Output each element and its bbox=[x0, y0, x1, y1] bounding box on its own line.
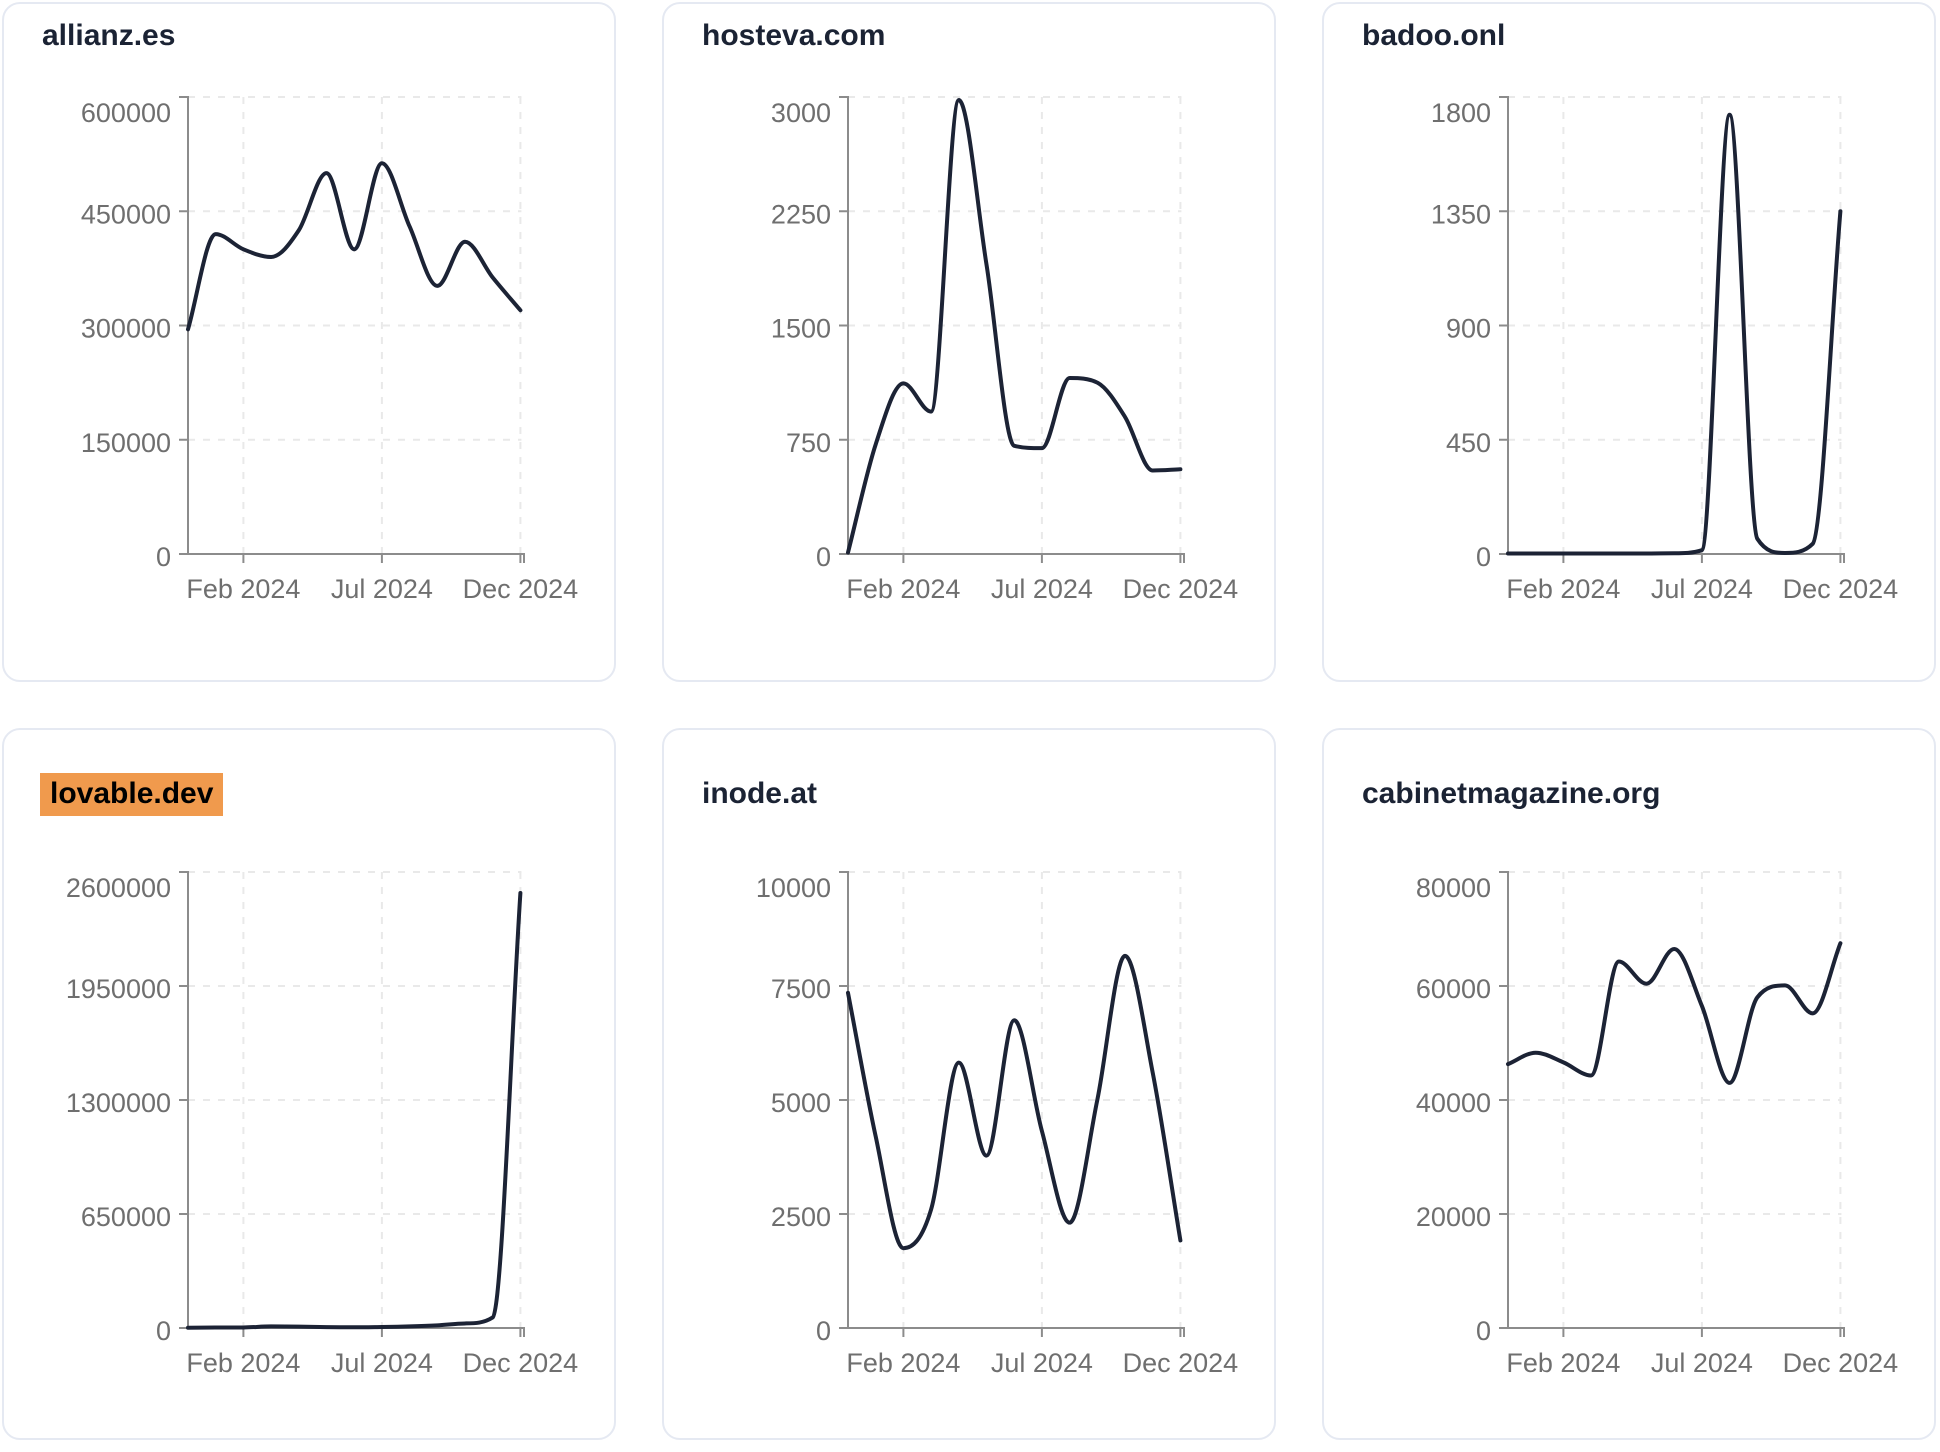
axis bbox=[839, 871, 1185, 1337]
chart-title[interactable]: inode.at bbox=[702, 776, 817, 812]
x-tick-label: Jul 2024 bbox=[991, 574, 1093, 604]
y-tick-label: 450 bbox=[1446, 428, 1491, 458]
y-tick-label: 300000 bbox=[81, 314, 171, 344]
x-tick-label: Dec 2024 bbox=[1123, 574, 1239, 604]
tick-labels: 0 2500 5000 7500 10000 Feb 2024 Jul 2024 Dec 20… bbox=[756, 873, 1238, 1378]
y-tick-label: 1350 bbox=[1431, 199, 1491, 229]
x-tick-label: Feb 2024 bbox=[186, 1348, 300, 1378]
axis bbox=[1499, 871, 1845, 1337]
y-tick-label: 0 bbox=[816, 1316, 831, 1346]
gridlines bbox=[1508, 871, 1842, 1328]
y-tick-label: 0 bbox=[1476, 542, 1491, 572]
x-tick-label: Jul 2024 bbox=[331, 1348, 433, 1378]
y-tick-label: 1300000 bbox=[66, 1088, 171, 1118]
chart-card: cabinetmagazine.org 0 20000 40000 60000 8000… bbox=[1322, 728, 1936, 1440]
y-tick-label: 150000 bbox=[81, 428, 171, 458]
y-tick-label: 80000 bbox=[1416, 873, 1491, 903]
chart-title[interactable]: hosteva.com bbox=[702, 18, 885, 54]
chart-card: lovable.dev 0 650000 1300000 1950000 2600000… bbox=[2, 728, 616, 1440]
y-tick-label: 600000 bbox=[81, 98, 171, 128]
y-tick-label: 2250 bbox=[771, 199, 831, 229]
domain-name: inode.at bbox=[702, 777, 818, 810]
chart-card: hosteva.com 0 750 1500 2250 3000 Feb 2024 Jul … bbox=[662, 2, 1276, 682]
y-tick-label: 5000 bbox=[771, 1088, 831, 1118]
x-tick-label: Dec 2024 bbox=[1123, 1348, 1239, 1378]
axis bbox=[1499, 96, 1845, 563]
x-tick-label: Dec 2024 bbox=[463, 1348, 579, 1378]
x-tick-label: Jul 2024 bbox=[1651, 1348, 1753, 1378]
gridlines bbox=[848, 871, 1182, 1328]
y-tick-label: 1800 bbox=[1431, 98, 1491, 128]
y-tick-label: 0 bbox=[156, 542, 171, 572]
y-tick-label: 20000 bbox=[1416, 1202, 1491, 1232]
y-tick-label: 60000 bbox=[1416, 974, 1491, 1004]
domain-name: badoo.onl bbox=[1362, 19, 1506, 52]
gridlines bbox=[188, 871, 522, 1328]
x-tick-label: Feb 2024 bbox=[186, 574, 300, 604]
gridlines bbox=[188, 96, 522, 554]
tick-labels: 0 20000 40000 60000 80000 Feb 2024 Jul 2024 Dec… bbox=[1416, 873, 1898, 1378]
series-line bbox=[846, 953, 1183, 1251]
chart-title[interactable]: badoo.onl bbox=[1362, 18, 1505, 54]
y-tick-label: 3000 bbox=[771, 98, 831, 128]
gridlines bbox=[1508, 96, 1842, 554]
tick-labels: 0 450 900 1350 1800 Feb 2024 Jul 2024 Dec 2024 bbox=[1431, 98, 1898, 604]
domain-name: allianz.es bbox=[42, 19, 176, 52]
series-line bbox=[186, 161, 523, 332]
x-tick-label: Dec 2024 bbox=[1783, 1348, 1899, 1378]
y-tick-label: 650000 bbox=[81, 1202, 171, 1232]
chart-title[interactable]: allianz.es bbox=[42, 18, 175, 54]
x-tick-label: Jul 2024 bbox=[1651, 574, 1753, 604]
chart-canvas: 0 650000 1300000 1950000 2600000 Feb 2024 Jul … bbox=[66, 871, 578, 1378]
x-tick-label: Dec 2024 bbox=[1783, 574, 1899, 604]
domain-name: hosteva.com bbox=[702, 19, 886, 52]
y-tick-label: 7500 bbox=[771, 974, 831, 1004]
series-line bbox=[1506, 941, 1843, 1085]
tick-labels: 0 750 1500 2250 3000 Feb 2024 Jul 2024 Dec 2024 bbox=[771, 98, 1238, 604]
tick-labels: 0 150000 300000 450000 600000 Feb 2024 Jul 202… bbox=[81, 98, 578, 604]
y-tick-label: 10000 bbox=[756, 873, 831, 903]
y-tick-label: 2500 bbox=[771, 1202, 831, 1232]
chart-canvas: 0 150000 300000 450000 600000 Feb 2024 Jul 202… bbox=[81, 96, 578, 604]
chart-canvas: 0 450 900 1350 1800 Feb 2024 Jul 2024 Dec 2024 bbox=[1431, 96, 1898, 604]
series-line bbox=[186, 891, 523, 1330]
tick-labels: 0 650000 1300000 1950000 2600000 Feb 2024 Jul … bbox=[66, 873, 578, 1378]
series-line bbox=[1506, 112, 1843, 556]
y-tick-label: 0 bbox=[1476, 1316, 1491, 1346]
y-tick-label: 450000 bbox=[81, 199, 171, 229]
y-tick-label: 750 bbox=[786, 428, 831, 458]
axis bbox=[179, 871, 525, 1337]
x-tick-label: Jul 2024 bbox=[991, 1348, 1093, 1378]
y-tick-label: 900 bbox=[1446, 314, 1491, 344]
y-tick-label: 1950000 bbox=[66, 974, 171, 1004]
chart-canvas: 0 2500 5000 7500 10000 Feb 2024 Jul 2024 Dec 20… bbox=[756, 871, 1238, 1378]
x-tick-label: Feb 2024 bbox=[846, 574, 960, 604]
axis bbox=[179, 96, 525, 563]
chart-card: inode.at 0 2500 5000 7500 10000 Feb 2024 Jul 2… bbox=[662, 728, 1276, 1440]
chart-card: allianz.es 0 150000 300000 450000 600000 Feb … bbox=[2, 2, 616, 682]
x-tick-label: Feb 2024 bbox=[1506, 574, 1620, 604]
domain-name: lovable.dev bbox=[40, 773, 224, 816]
y-tick-label: 1500 bbox=[771, 314, 831, 344]
y-tick-label: 40000 bbox=[1416, 1088, 1491, 1118]
axis bbox=[839, 96, 1185, 563]
y-tick-label: 2600000 bbox=[66, 873, 171, 903]
chart-title[interactable]: cabinetmagazine.org bbox=[1362, 776, 1660, 812]
domain-name: cabinetmagazine.org bbox=[1362, 777, 1661, 810]
x-tick-label: Jul 2024 bbox=[331, 574, 433, 604]
y-tick-label: 0 bbox=[156, 1316, 171, 1346]
x-tick-label: Feb 2024 bbox=[846, 1348, 960, 1378]
chart-card: badoo.onl 0 450 900 1350 1800 Feb 2024 Jul 202… bbox=[1322, 2, 1936, 682]
x-tick-label: Dec 2024 bbox=[463, 574, 579, 604]
y-tick-label: 0 bbox=[816, 542, 831, 572]
chart-canvas: 0 750 1500 2250 3000 Feb 2024 Jul 2024 Dec 2024 bbox=[771, 96, 1238, 604]
x-tick-label: Feb 2024 bbox=[1506, 1348, 1620, 1378]
series-line bbox=[846, 98, 1183, 555]
chart-canvas: 0 20000 40000 60000 80000 Feb 2024 Jul 2024 Dec… bbox=[1416, 871, 1898, 1378]
gridlines bbox=[848, 96, 1182, 554]
chart-title[interactable]: lovable.dev bbox=[40, 773, 224, 816]
